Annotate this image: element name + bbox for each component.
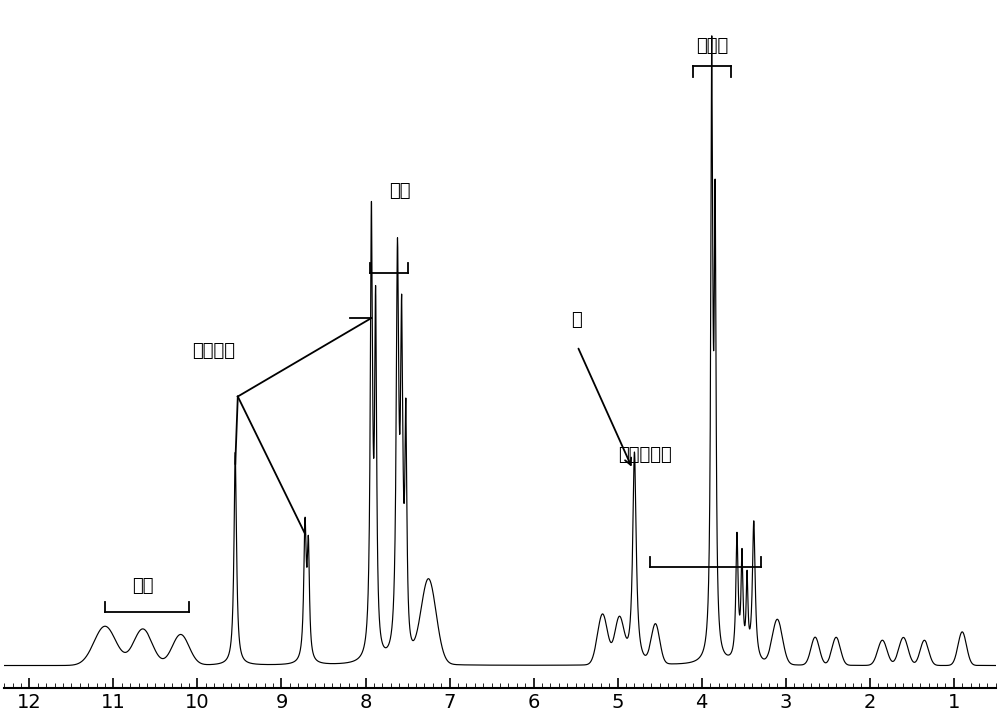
Text: 氨基: 氨基 bbox=[132, 578, 154, 596]
Text: 水: 水 bbox=[571, 311, 582, 329]
Text: 苯基: 苯基 bbox=[389, 183, 411, 200]
Text: 葡萄糖单元: 葡萄糖单元 bbox=[618, 446, 671, 464]
Text: 甲氧基: 甲氧基 bbox=[696, 37, 729, 54]
Text: 氘代吡啶: 氘代吡啶 bbox=[192, 342, 235, 360]
